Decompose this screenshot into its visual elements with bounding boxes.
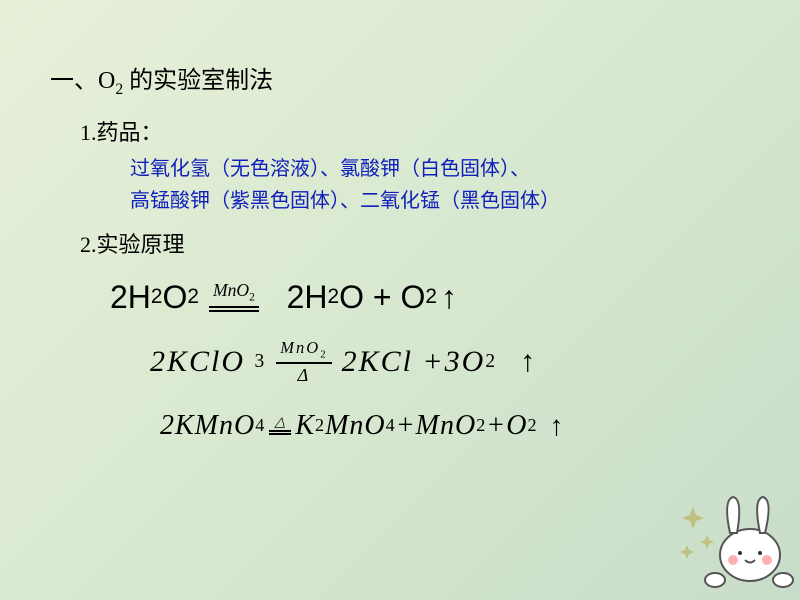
reagents-line-2: 高锰酸钾（紫黑色固体）、二氧化锰（黑色固体） (130, 185, 760, 217)
eq3-arrow: △ (269, 416, 291, 435)
title-suffix: 的实验室制法 (123, 68, 273, 94)
section-1-label: 1.药品： (80, 115, 760, 147)
eq2-arrow: MnO2 Δ (276, 340, 331, 384)
eq1-arrow: MnO2 (209, 282, 259, 313)
gas-arrow-icon: ↑ (550, 410, 565, 442)
main-title: 一、O2 的实验室制法 (50, 60, 760, 99)
gas-arrow-icon: ↑ (441, 279, 457, 316)
equation-1: 2H2O2 MnO2 2H2O + O2↑ (110, 279, 760, 316)
equation-3: 2KMnO4 △ K2MnO4 + MnO2 + O2 ↑ (160, 410, 760, 442)
equations-block: 2H2O2 MnO2 2H2O + O2↑ 2KClO 3 MnO2 Δ 2KC… (110, 279, 760, 442)
section-2-label: 2.实验原理 (80, 227, 760, 259)
slide-content: 一、O2 的实验室制法 1.药品： 过氧化氢（无色溶液）、氯酸钾（白色固体）、 … (0, 0, 800, 462)
reagents-line-1: 过氧化氢（无色溶液）、氯酸钾（白色固体）、 (130, 153, 760, 185)
title-sub: 2 (115, 81, 123, 98)
bunny-decoration-icon (675, 485, 795, 595)
gas-arrow-icon: ↑ (520, 345, 537, 379)
equation-2: 2KClO 3 MnO2 Δ 2KCl + 3O2 ↑ (150, 340, 760, 384)
title-prefix: 一、O (50, 68, 115, 94)
